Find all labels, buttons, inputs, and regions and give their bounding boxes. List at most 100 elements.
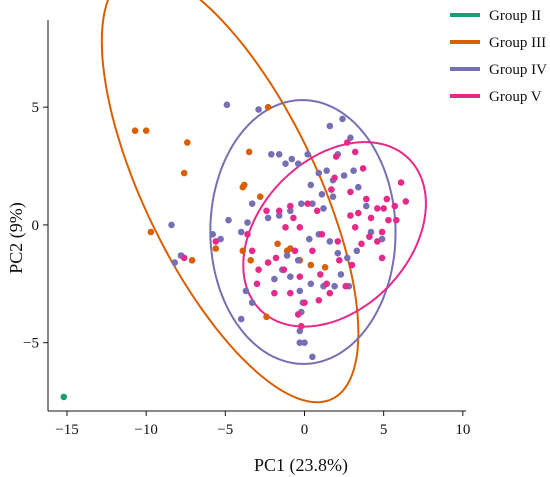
group-iv-point bbox=[237, 228, 245, 236]
group-v-point bbox=[294, 311, 302, 318]
group-iv-point bbox=[283, 252, 291, 259]
group-v-point bbox=[359, 165, 367, 172]
group-v-point bbox=[374, 205, 381, 212]
group-iv-point bbox=[275, 151, 283, 158]
group-iii-point bbox=[241, 181, 248, 189]
group-v-point bbox=[304, 200, 312, 207]
x-tick-label: 0 bbox=[301, 422, 309, 438]
legend-label-group-iv: Group IV bbox=[489, 62, 547, 78]
group-v-point bbox=[275, 207, 283, 215]
group-iv-point bbox=[318, 191, 326, 198]
group-iv-point bbox=[275, 212, 283, 219]
group-iii-point bbox=[245, 148, 253, 156]
group-v-point bbox=[334, 238, 342, 245]
group-iv-point bbox=[320, 205, 327, 212]
group-iv-point bbox=[298, 200, 305, 207]
group-iv-point bbox=[255, 106, 262, 113]
group-iii-point bbox=[256, 193, 264, 200]
axes: −15 −10 −5 0 5 10 −5 0 5 bbox=[23, 20, 470, 438]
group-iv-point bbox=[315, 169, 323, 177]
group-v-point bbox=[301, 299, 308, 307]
group-iv-point bbox=[294, 160, 302, 167]
group-iii-point bbox=[212, 245, 220, 252]
group-v-point bbox=[296, 224, 304, 231]
group-iv-point bbox=[307, 181, 315, 189]
group-iii-point bbox=[264, 103, 272, 111]
group-iv-point bbox=[326, 238, 334, 245]
group-v-point bbox=[385, 216, 392, 224]
group-iii-ellipse bbox=[100, 0, 360, 404]
group-v-point bbox=[347, 212, 354, 219]
group-v-point bbox=[358, 240, 365, 248]
group-v-point bbox=[253, 280, 261, 288]
group-iv-point bbox=[242, 287, 250, 295]
group-v-point bbox=[291, 247, 299, 255]
x-tick-label: −10 bbox=[134, 422, 157, 438]
group-v-point bbox=[348, 261, 356, 269]
group-v-point bbox=[393, 216, 400, 224]
group-v-point bbox=[282, 224, 289, 231]
group-iv-point bbox=[287, 273, 294, 281]
x-tick-label: 5 bbox=[380, 422, 388, 438]
legend-label-group-v: Group V bbox=[489, 89, 542, 105]
group-iv-point bbox=[271, 275, 278, 283]
group-iv-point bbox=[304, 151, 312, 158]
data-points bbox=[60, 101, 410, 401]
group-v-point bbox=[326, 289, 334, 297]
group-v-point bbox=[383, 195, 391, 203]
group-v-point bbox=[355, 209, 362, 217]
group-v-point bbox=[374, 238, 381, 245]
group-iv-point bbox=[344, 254, 351, 262]
group-iv-ellipse bbox=[209, 99, 397, 365]
group-v-point bbox=[380, 205, 388, 212]
x-tick-label: −5 bbox=[217, 422, 233, 438]
group-iv-point bbox=[309, 200, 316, 207]
group-v-point bbox=[328, 186, 335, 193]
group-iv-point bbox=[329, 193, 337, 200]
y-axis-title: PC2 (9%) bbox=[6, 202, 27, 274]
group-iv-point bbox=[248, 200, 256, 207]
group-v-point bbox=[244, 231, 251, 238]
group-v-point bbox=[271, 289, 278, 297]
group-iv-point bbox=[268, 151, 275, 158]
group-iv-point bbox=[306, 235, 313, 243]
group-iv-point bbox=[355, 183, 362, 191]
group-iv-point bbox=[209, 231, 216, 238]
y-tick-label: 0 bbox=[32, 218, 40, 234]
group-iii-point bbox=[180, 169, 188, 177]
y-tick-label: 5 bbox=[32, 100, 40, 116]
group-iii-point bbox=[239, 247, 247, 255]
group-v-point bbox=[263, 207, 270, 215]
group-v-point bbox=[180, 254, 188, 262]
group-v-point bbox=[342, 282, 350, 290]
group-iv-point bbox=[287, 207, 294, 215]
group-iii-point bbox=[263, 313, 270, 321]
legend: Group II Group III Group IV Group V bbox=[450, 8, 547, 105]
group-iii-point bbox=[274, 240, 281, 248]
group-iv-point bbox=[264, 214, 272, 222]
legend-label-group-ii: Group II bbox=[489, 8, 541, 24]
group-v-point bbox=[287, 202, 294, 210]
group-iii-point bbox=[188, 257, 196, 264]
group-v-point bbox=[290, 214, 297, 222]
group-v-point bbox=[366, 233, 373, 240]
group-iv-point bbox=[340, 172, 348, 179]
group-iv-point bbox=[288, 155, 296, 163]
group-iii-point bbox=[321, 264, 329, 271]
group-v-point bbox=[212, 238, 220, 245]
group-v-point bbox=[331, 174, 338, 182]
group-iv-point bbox=[337, 271, 345, 278]
y-tick-label: −5 bbox=[23, 336, 39, 352]
group-iii-point bbox=[307, 261, 315, 269]
x-tick-label: −15 bbox=[55, 422, 78, 438]
group-v-ellipse bbox=[242, 141, 427, 328]
group-iv-point bbox=[168, 221, 175, 229]
group-iv-point bbox=[296, 287, 304, 295]
group-iv-point bbox=[237, 315, 245, 323]
group-v-point bbox=[255, 266, 262, 274]
group-v-point bbox=[332, 153, 340, 160]
group-iv-point bbox=[347, 134, 354, 142]
group-iv-point bbox=[307, 280, 315, 288]
group-iv-point bbox=[326, 122, 334, 130]
group-iii-point bbox=[184, 139, 191, 146]
